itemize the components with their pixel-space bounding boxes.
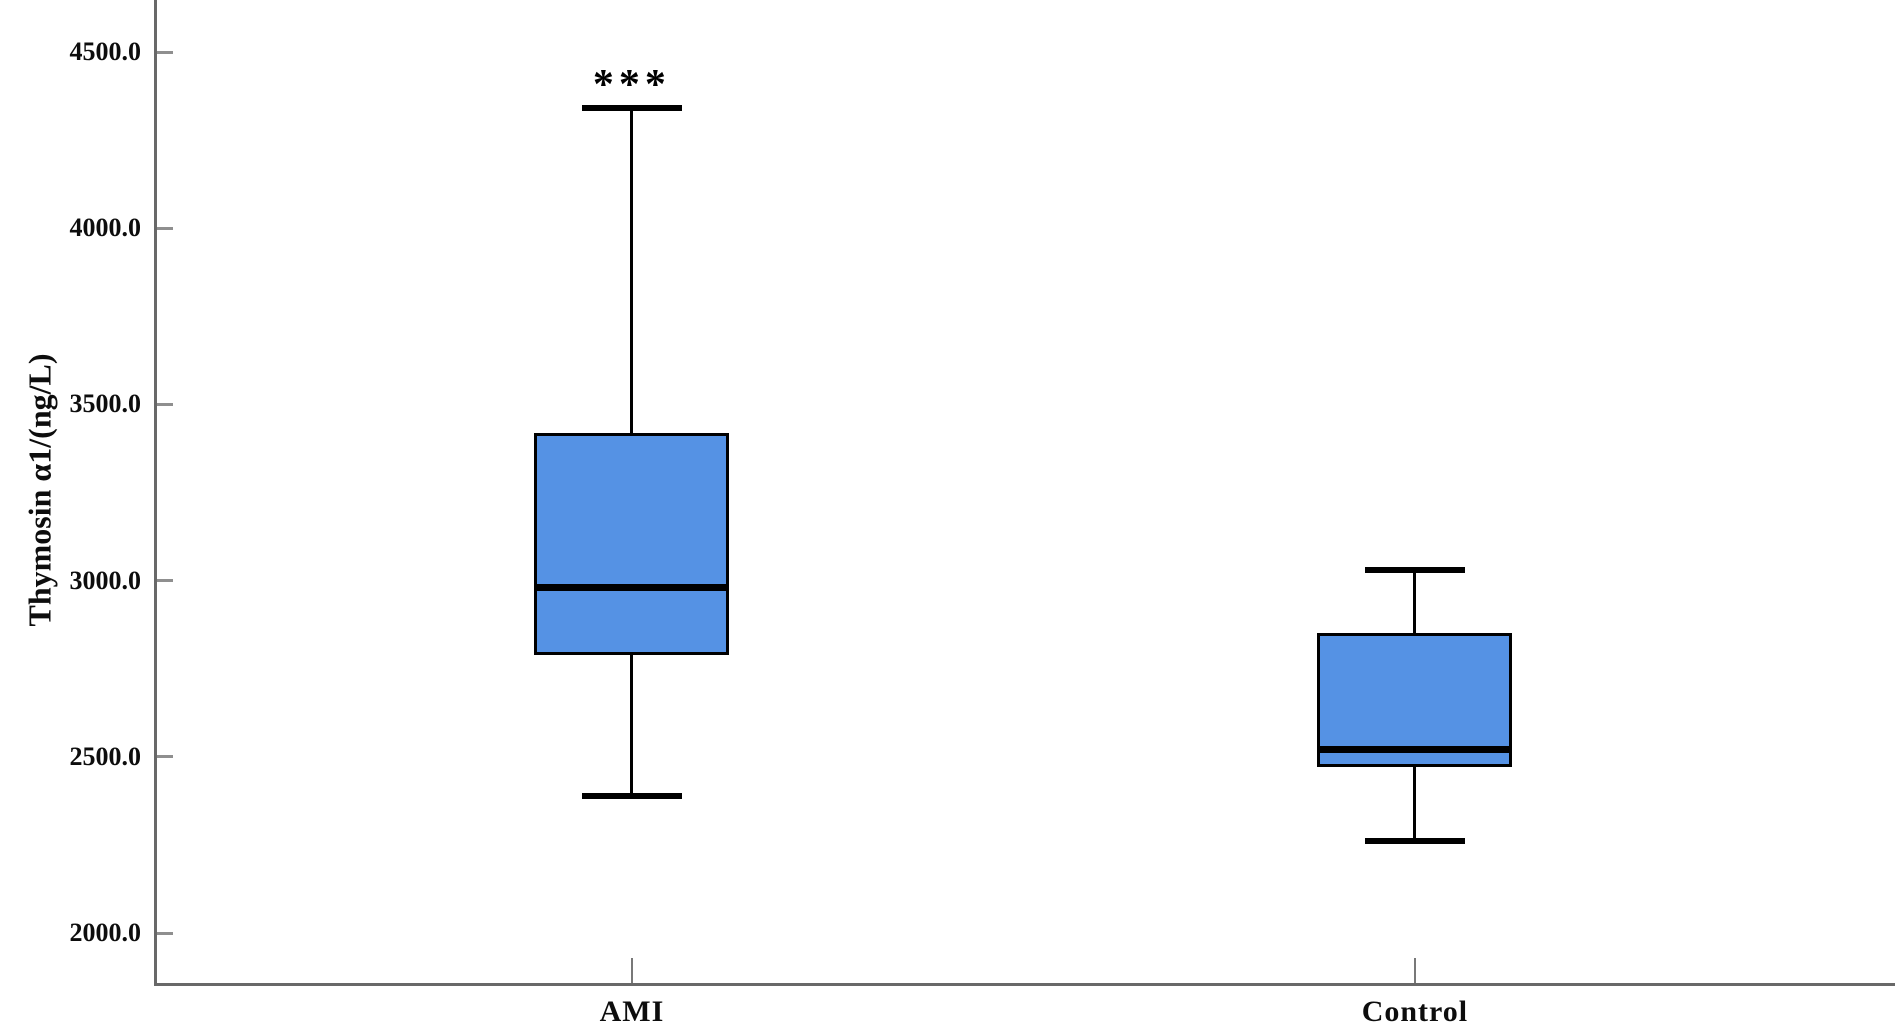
box-whisker-cap-upper	[1364, 567, 1465, 574]
y-tick-label: 4500.0	[69, 37, 142, 66]
x-tick	[630, 958, 633, 983]
y-tick	[157, 50, 173, 54]
y-tick-label: 2000.0	[69, 918, 142, 947]
y-tick-label: 3500.0	[69, 389, 142, 419]
x-axis-line	[154, 983, 1895, 986]
box-rect	[534, 432, 730, 655]
box-median-line	[534, 584, 730, 592]
y-tick	[157, 226, 173, 230]
box-whisker-cap-lower	[581, 792, 682, 799]
y-tick-label: 4000.0	[69, 213, 142, 243]
y-tick-label: 2500.0	[69, 741, 142, 771]
y-tick	[157, 402, 173, 406]
box-whisker-cap-lower	[1364, 838, 1465, 845]
x-tick	[1413, 958, 1416, 983]
y-tick-label: 3000.0	[69, 565, 142, 595]
y-axis-line	[154, 0, 157, 986]
significance-annotation: ***	[592, 62, 671, 109]
box-median-line	[1317, 746, 1513, 754]
x-category-label: Control	[1361, 995, 1469, 1028]
y-tick	[157, 931, 173, 935]
box-rect	[1317, 633, 1513, 768]
box-whisker-cap-upper	[581, 105, 682, 112]
y-tick	[157, 755, 173, 759]
y-tick	[157, 579, 173, 583]
x-category-label: AMI	[599, 995, 665, 1028]
